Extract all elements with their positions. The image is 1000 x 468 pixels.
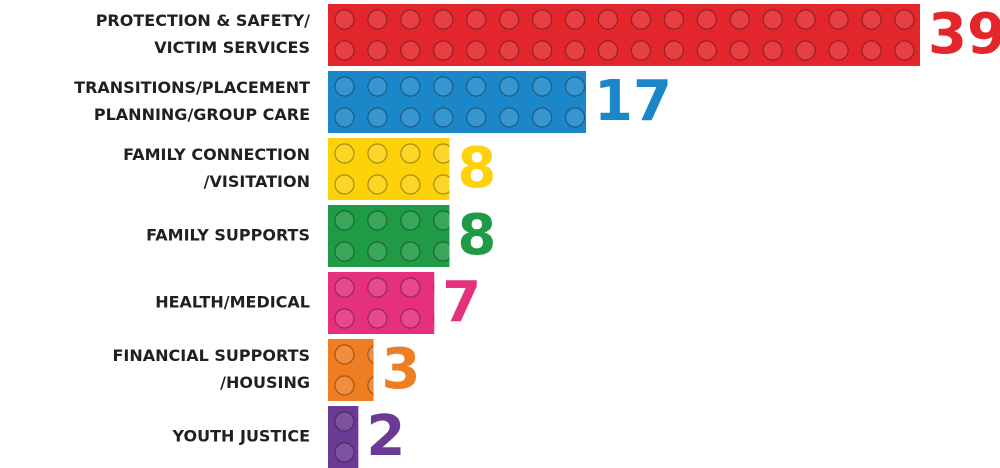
category-label: /VISITATION: [204, 172, 310, 191]
brick-studs: [328, 4, 920, 66]
category-label: HEALTH/MEDICAL: [155, 293, 310, 312]
value-label: 39: [928, 2, 1000, 67]
category-label: PLANNING/GROUP CARE: [94, 105, 310, 124]
brick-studs: [328, 205, 450, 267]
brick-studs: [328, 406, 359, 468]
category-label: TRANSITIONS/PLACEMENT: [74, 78, 310, 97]
category-label: FINANCIAL SUPPORTS: [113, 346, 311, 365]
value-label: 7: [442, 270, 481, 335]
value-label: 2: [366, 404, 405, 468]
category-label: FAMILY SUPPORTS: [146, 226, 310, 245]
value-label: 3: [382, 337, 421, 402]
brick-studs: [328, 272, 435, 334]
category-label: PROTECTION & SAFETY/: [96, 11, 310, 30]
value-label: 8: [457, 136, 496, 201]
category-label: VICTIM SERVICES: [154, 38, 310, 57]
value-label: 17: [594, 69, 672, 134]
value-label: 8: [457, 203, 496, 268]
category-label: FAMILY CONNECTION: [123, 145, 310, 164]
category-label: YOUTH JUSTICE: [172, 427, 311, 446]
brick-studs: [328, 71, 587, 133]
category-label: /HOUSING: [220, 373, 310, 392]
brick-studs: [328, 339, 374, 401]
brick-studs: [328, 138, 450, 200]
